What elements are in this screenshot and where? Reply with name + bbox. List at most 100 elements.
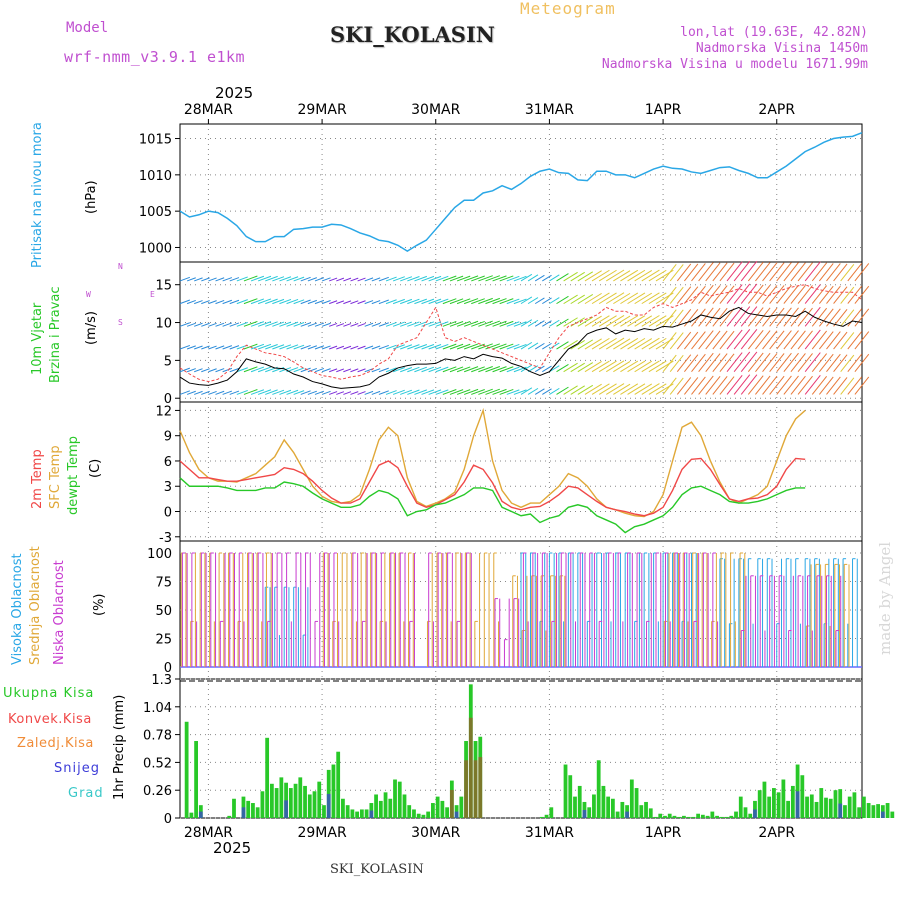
- wind-barb: [833, 263, 848, 282]
- wind-barb: [534, 320, 545, 327]
- wind-barb: [797, 285, 813, 304]
- wind-barb: [293, 299, 305, 305]
- wind-barb: [215, 345, 225, 350]
- wind-barb: [776, 352, 792, 373]
- wind-barb: [414, 344, 428, 350]
- wind-barb: [634, 315, 653, 327]
- wind-barb: [329, 368, 338, 373]
- wind-barb: [684, 263, 699, 282]
- wind-barb: [215, 390, 225, 395]
- time-label-bottom: 29MAR: [297, 825, 346, 841]
- wind-barb: [520, 319, 533, 327]
- wind-barb: [456, 298, 471, 305]
- wind-barb: [435, 366, 449, 373]
- wind-barb: [662, 354, 677, 373]
- wind-barb: [229, 322, 240, 327]
- wind-barb: [534, 365, 545, 373]
- precip-total-bar: [350, 809, 355, 818]
- wind-barb: [428, 366, 442, 373]
- wind-barb: [257, 366, 272, 373]
- wind-barb: [676, 354, 692, 373]
- wind-barbs: [179, 260, 870, 395]
- precip-total-bar: [719, 816, 724, 818]
- wind-barb: [421, 275, 435, 282]
- precip-conv-bar: [468, 717, 473, 818]
- wind-barb: [527, 297, 539, 305]
- precip-total-bar: [416, 813, 421, 818]
- wind-barb: [243, 366, 258, 373]
- wind-barb: [804, 329, 821, 350]
- precip-total-bar: [814, 801, 819, 818]
- wind-barb: [684, 331, 699, 350]
- precip-total-bar: [653, 816, 658, 818]
- wind-barb: [556, 386, 569, 395]
- wind-barb: [534, 297, 545, 305]
- wind-barb: [662, 309, 677, 327]
- wind-barb: [840, 309, 855, 327]
- wind-barb: [194, 345, 203, 350]
- wind-barb: [676, 377, 692, 395]
- wind-barb: [250, 298, 265, 305]
- wind-barb: [556, 273, 569, 282]
- wind-barb: [307, 299, 317, 305]
- wind-barb: [215, 368, 225, 373]
- wind-barb: [669, 354, 684, 373]
- wind-barb: [179, 299, 191, 305]
- precip-total-bar: [303, 785, 307, 818]
- precip-snow-bar: [838, 803, 843, 818]
- wind-barb: [591, 383, 610, 395]
- wind-barb: [272, 389, 285, 395]
- wind-barb: [712, 285, 728, 304]
- wind-barb: [712, 353, 728, 373]
- wind-barb: [577, 294, 594, 305]
- wind-barb: [499, 343, 514, 350]
- wind-barb: [286, 298, 299, 305]
- wind-barb: [478, 343, 493, 350]
- wind-barb: [414, 389, 428, 395]
- wind-barb: [733, 328, 751, 350]
- precip-conv-bar: [478, 757, 483, 818]
- wind-barb: [257, 275, 272, 282]
- wind-barb: [300, 322, 311, 327]
- wind-barb: [428, 321, 442, 327]
- wind-barb: [272, 321, 285, 327]
- wind-barb: [634, 383, 653, 395]
- wind-barb: [478, 366, 493, 373]
- wind-barb: [513, 343, 527, 350]
- wind-barb: [691, 376, 706, 395]
- wind-gust-line: [179, 284, 863, 383]
- wind-barb: [364, 277, 374, 282]
- wind-barb: [669, 377, 684, 395]
- wind-barb: [577, 384, 594, 395]
- wind-barb: [542, 274, 552, 282]
- precip-total-bar: [776, 792, 781, 818]
- wind-barb: [343, 345, 352, 350]
- precip-total-bar: [658, 813, 663, 818]
- wind-barb: [769, 330, 785, 350]
- precip-snow-bar: [582, 809, 587, 818]
- wind-barb: [648, 360, 667, 373]
- precip-total-bar: [563, 764, 568, 818]
- wind-barb: [669, 309, 684, 327]
- wind-barb: [357, 345, 366, 350]
- wind-barb: [208, 390, 217, 395]
- wind-barb: [243, 320, 258, 327]
- wind-barb: [385, 344, 397, 350]
- wind-barb: [499, 388, 514, 395]
- precip-total-bar: [743, 807, 748, 818]
- precip-total-bar: [573, 796, 577, 818]
- precip-total-bar: [648, 808, 653, 818]
- precip-total-bar: [710, 811, 715, 818]
- wind-barb: [236, 276, 248, 282]
- precip-total-bar: [307, 794, 312, 818]
- wind-barb: [847, 376, 863, 395]
- wind-barb: [818, 308, 834, 327]
- precip-snow-bar: [198, 811, 203, 818]
- wind-barb: [407, 298, 420, 305]
- precip-total-bar: [610, 798, 615, 818]
- wind-barb: [613, 292, 631, 305]
- wind-barb: [357, 277, 366, 282]
- wind-barb: [726, 329, 743, 350]
- precip-total-bar: [606, 796, 611, 818]
- wind-barb: [726, 306, 743, 327]
